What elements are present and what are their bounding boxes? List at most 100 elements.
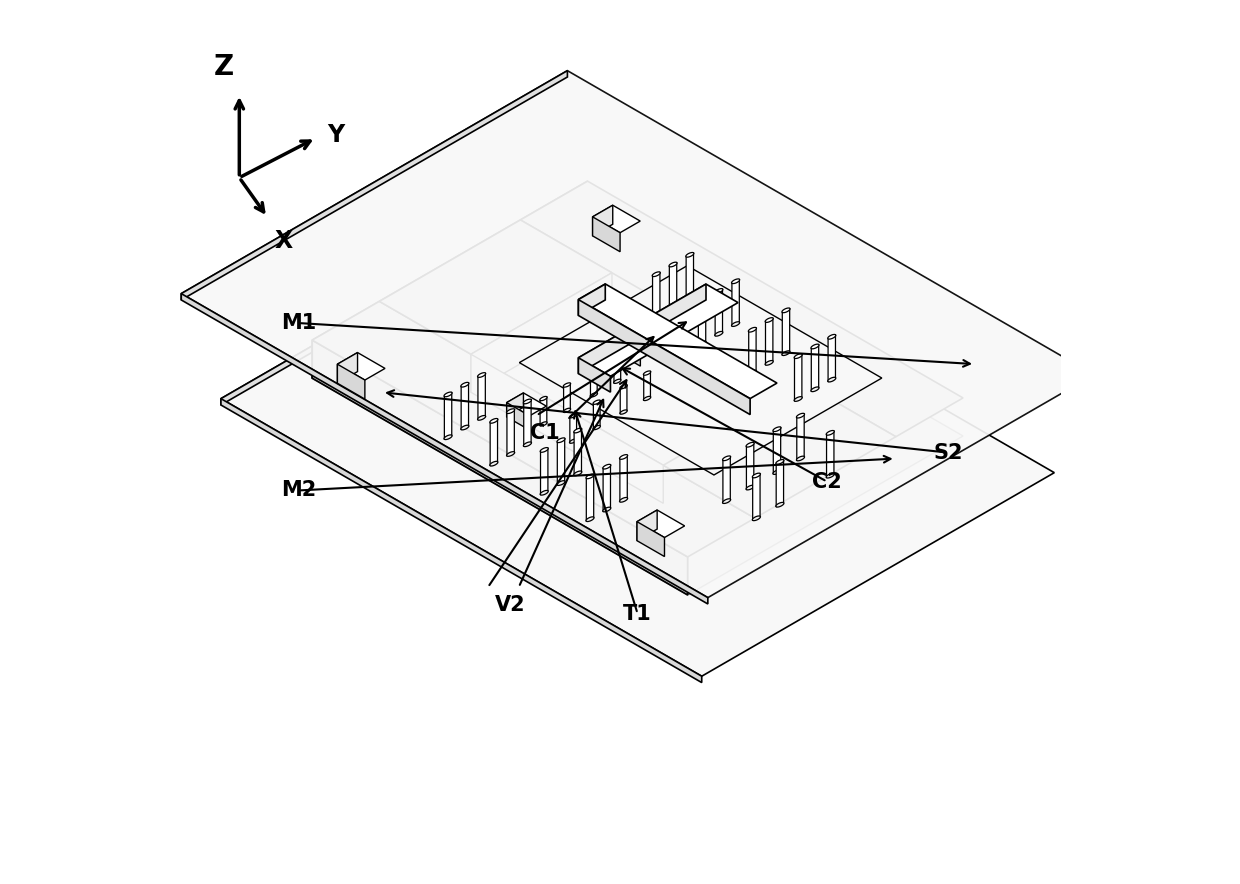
Polygon shape xyxy=(765,318,773,365)
Polygon shape xyxy=(668,263,677,267)
Polygon shape xyxy=(748,370,756,375)
Polygon shape xyxy=(773,469,781,475)
Polygon shape xyxy=(312,219,963,595)
Polygon shape xyxy=(748,327,756,332)
Polygon shape xyxy=(753,473,760,521)
Polygon shape xyxy=(523,400,531,446)
Text: Y: Y xyxy=(327,124,345,148)
Polygon shape xyxy=(723,456,730,461)
Polygon shape xyxy=(773,427,781,431)
Polygon shape xyxy=(698,341,706,346)
Polygon shape xyxy=(337,353,357,384)
Polygon shape xyxy=(507,392,547,415)
Polygon shape xyxy=(827,431,835,477)
Polygon shape xyxy=(523,442,532,446)
Polygon shape xyxy=(569,414,577,418)
Polygon shape xyxy=(557,481,565,485)
Polygon shape xyxy=(593,217,620,252)
Polygon shape xyxy=(652,272,660,319)
Polygon shape xyxy=(541,397,547,426)
Polygon shape xyxy=(569,439,577,443)
Polygon shape xyxy=(620,455,627,502)
Polygon shape xyxy=(782,308,790,313)
Polygon shape xyxy=(796,414,805,418)
Polygon shape xyxy=(570,414,577,443)
Polygon shape xyxy=(541,447,548,453)
Polygon shape xyxy=(181,71,1094,598)
Polygon shape xyxy=(811,387,820,392)
Polygon shape xyxy=(746,442,754,447)
Polygon shape xyxy=(593,400,600,404)
Polygon shape xyxy=(221,195,1054,676)
Text: Z: Z xyxy=(213,53,233,80)
Polygon shape xyxy=(811,344,820,349)
Polygon shape xyxy=(644,371,651,375)
Polygon shape xyxy=(507,408,515,414)
Polygon shape xyxy=(590,392,598,397)
Polygon shape xyxy=(776,460,784,464)
Polygon shape xyxy=(593,205,640,232)
Polygon shape xyxy=(794,354,802,359)
Text: V2: V2 xyxy=(495,595,526,615)
Polygon shape xyxy=(539,422,547,426)
Polygon shape xyxy=(181,71,568,300)
Polygon shape xyxy=(746,443,754,490)
Polygon shape xyxy=(686,253,693,300)
Polygon shape xyxy=(827,334,836,339)
Polygon shape xyxy=(490,461,498,466)
Text: X: X xyxy=(274,229,293,253)
Polygon shape xyxy=(620,385,627,389)
Polygon shape xyxy=(574,429,582,476)
Polygon shape xyxy=(753,473,760,478)
Polygon shape xyxy=(732,279,739,326)
Polygon shape xyxy=(563,408,570,413)
Polygon shape xyxy=(774,427,781,474)
Polygon shape xyxy=(618,329,635,353)
Polygon shape xyxy=(603,464,611,469)
Polygon shape xyxy=(181,293,708,604)
Text: C1: C1 xyxy=(531,423,560,443)
Polygon shape xyxy=(637,510,657,541)
Polygon shape xyxy=(490,418,498,423)
Polygon shape xyxy=(686,295,694,300)
Polygon shape xyxy=(507,409,515,456)
Polygon shape xyxy=(637,510,684,537)
Polygon shape xyxy=(749,328,756,375)
Polygon shape xyxy=(444,392,451,439)
Text: T1: T1 xyxy=(624,604,652,624)
Polygon shape xyxy=(714,288,723,293)
Polygon shape xyxy=(312,301,755,557)
Polygon shape xyxy=(614,354,621,384)
Polygon shape xyxy=(753,516,760,521)
Polygon shape xyxy=(590,368,598,371)
Polygon shape xyxy=(490,419,497,466)
Polygon shape xyxy=(471,354,663,503)
Polygon shape xyxy=(593,205,613,236)
Polygon shape xyxy=(827,377,836,382)
Polygon shape xyxy=(337,353,384,380)
Polygon shape xyxy=(826,473,835,478)
Text: S2: S2 xyxy=(932,443,962,462)
Polygon shape xyxy=(776,502,784,507)
Polygon shape xyxy=(539,396,547,400)
Polygon shape xyxy=(811,345,818,392)
Polygon shape xyxy=(614,379,621,384)
Polygon shape xyxy=(312,181,588,378)
Polygon shape xyxy=(379,220,613,354)
Polygon shape xyxy=(563,383,570,387)
Polygon shape xyxy=(541,448,548,495)
Polygon shape xyxy=(698,298,706,303)
Polygon shape xyxy=(782,309,790,355)
Polygon shape xyxy=(477,415,486,420)
Polygon shape xyxy=(578,284,706,374)
Polygon shape xyxy=(520,266,882,475)
Polygon shape xyxy=(578,284,738,377)
Polygon shape xyxy=(578,358,610,392)
Polygon shape xyxy=(620,410,627,415)
Polygon shape xyxy=(587,474,594,522)
Text: M1: M1 xyxy=(280,313,316,333)
Polygon shape xyxy=(221,195,574,405)
Polygon shape xyxy=(776,460,784,507)
Polygon shape xyxy=(461,383,469,387)
Polygon shape xyxy=(732,279,740,284)
